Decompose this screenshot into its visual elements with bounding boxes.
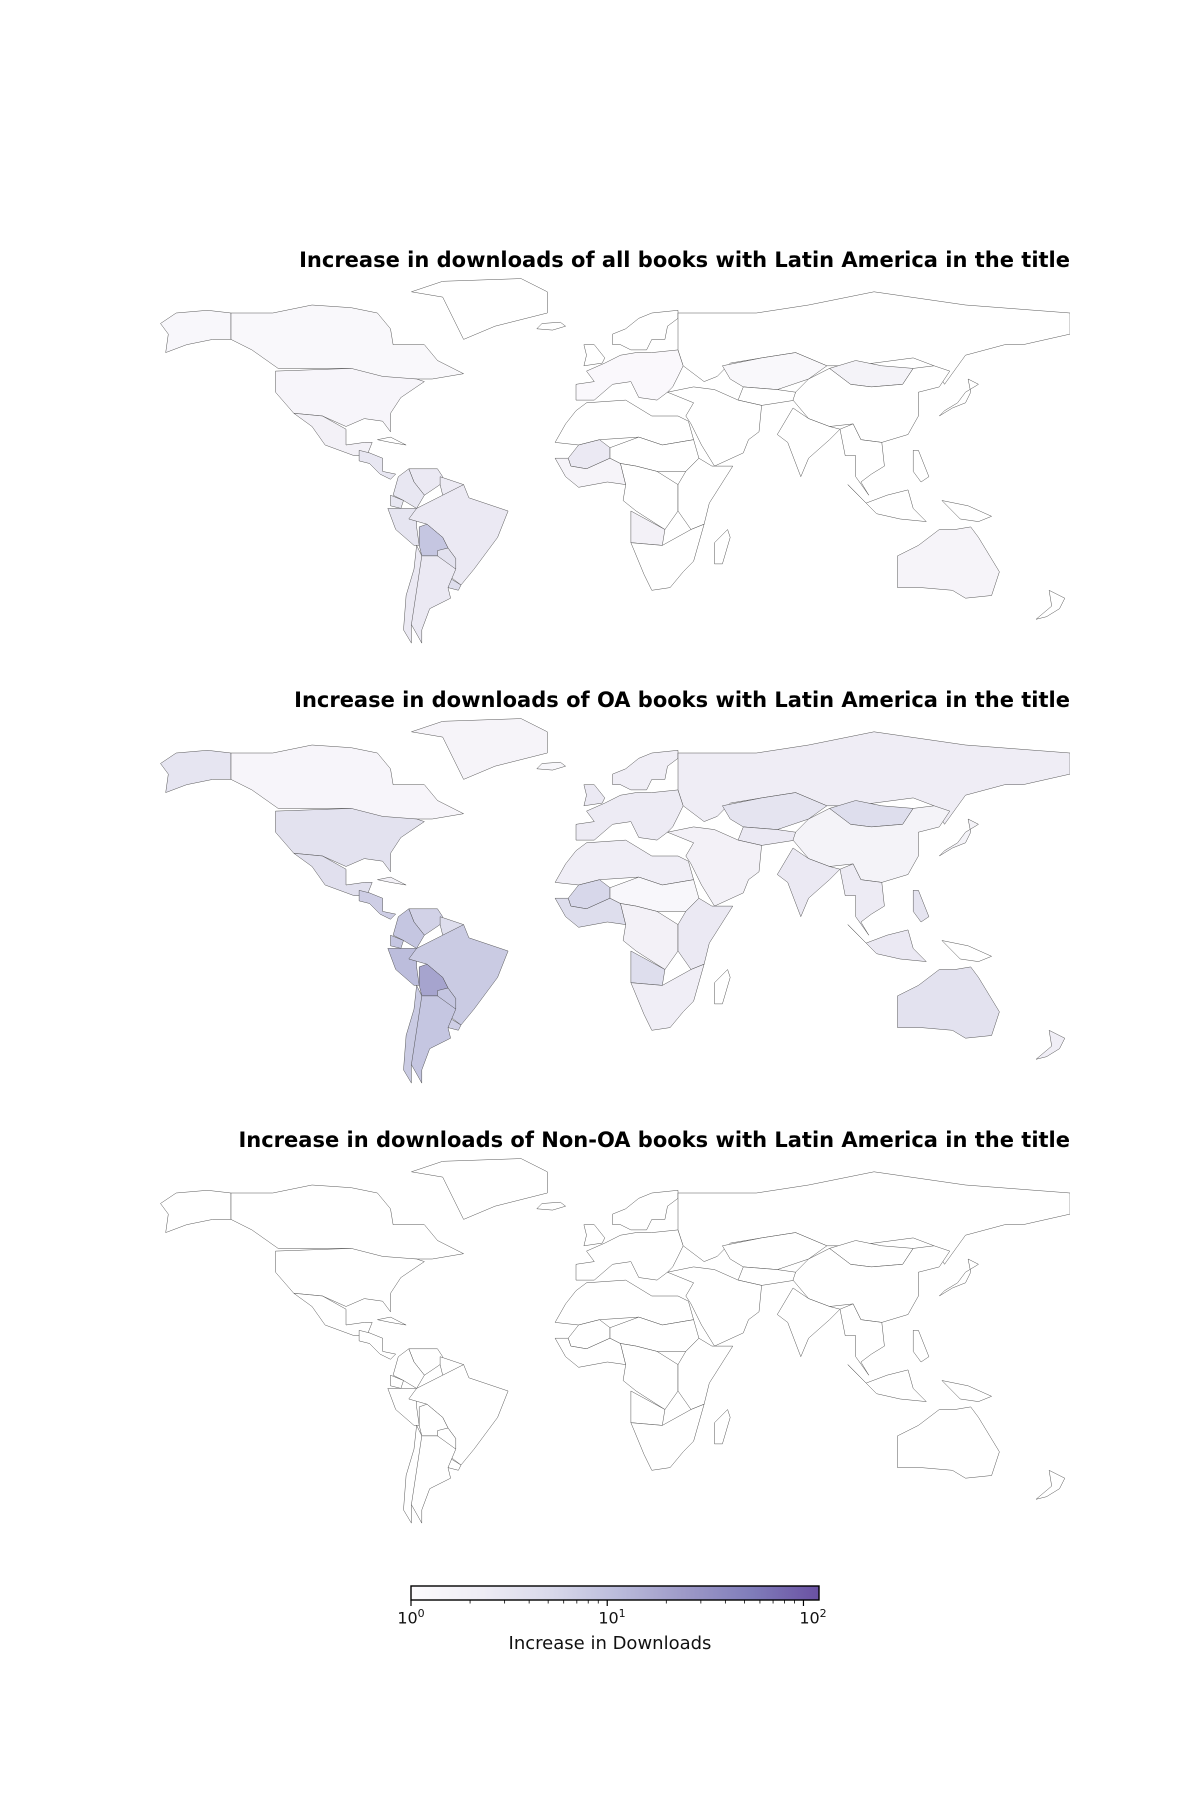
country-middle-east — [667, 1266, 762, 1347]
country-mexico — [293, 1293, 373, 1336]
country-india — [777, 1287, 841, 1357]
country-papua — [941, 940, 992, 962]
country-cuba — [377, 876, 407, 886]
country-usa — [275, 808, 425, 873]
country-new-zealand — [1035, 590, 1066, 620]
country-southern-africa — [630, 523, 705, 591]
country-central-america — [358, 1330, 396, 1360]
country-canada — [230, 1184, 464, 1268]
country-madagascar — [714, 1409, 731, 1445]
country-usa — [275, 1248, 425, 1313]
country-middle-east — [667, 826, 762, 907]
country-new-zealand — [1035, 1470, 1066, 1500]
colorbar-label: Increase in Downloads — [508, 1633, 712, 1654]
country-australia — [897, 966, 1000, 1039]
country-mexico — [293, 413, 373, 456]
country-papua — [941, 1380, 992, 1402]
country-philippines — [912, 1330, 930, 1363]
country-alaska — [160, 310, 232, 353]
country-scandinavia — [612, 310, 679, 351]
country-colombia — [392, 468, 425, 509]
country-usa — [275, 368, 425, 433]
country-philippines — [912, 450, 930, 483]
country-central-africa — [620, 1343, 679, 1410]
country-china — [792, 365, 951, 443]
country-japan — [939, 1258, 979, 1297]
world-map-oa-books — [160, 718, 1070, 1084]
country-australia — [897, 526, 1000, 599]
colorbar-tick-label: 101 — [598, 1607, 626, 1628]
country-alaska — [160, 1190, 232, 1233]
country-cuba — [377, 436, 407, 446]
country-southeast-asia — [839, 423, 885, 496]
country-indonesia — [847, 924, 927, 962]
colorbar: 100 101 102 Increase in Downloads — [390, 1585, 830, 1685]
country-north-africa — [554, 839, 694, 886]
country-scandinavia — [612, 1190, 679, 1231]
country-japan — [939, 378, 979, 417]
country-central-america — [358, 890, 396, 920]
country-southern-africa — [630, 963, 705, 1031]
country-argentina — [411, 995, 457, 1084]
country-scandinavia — [612, 750, 679, 791]
country-madagascar — [714, 969, 731, 1005]
country-madagascar — [714, 529, 731, 565]
country-uk — [583, 344, 606, 367]
world-map-all-books — [160, 278, 1070, 644]
country-colombia — [392, 1348, 425, 1389]
country-japan — [939, 818, 979, 857]
country-north-africa — [554, 1279, 694, 1326]
country-canada — [230, 304, 464, 388]
country-southeast-asia — [839, 863, 885, 936]
country-southeast-asia — [839, 1303, 885, 1376]
map-title-all-books: Increase in downloads of all books with … — [299, 248, 1070, 272]
country-iceland — [536, 761, 566, 771]
country-uk — [583, 1224, 606, 1247]
country-australia — [897, 1406, 1000, 1479]
country-middle-east — [667, 386, 762, 467]
map-title-non-oa-books: Increase in downloads of Non-OA books wi… — [238, 1128, 1070, 1152]
country-iceland — [536, 321, 566, 331]
country-papua — [941, 500, 992, 522]
colorbar-gradient — [410, 1585, 820, 1606]
country-china — [792, 805, 951, 883]
country-argentina — [411, 555, 457, 644]
country-philippines — [912, 890, 930, 923]
country-india — [777, 847, 841, 917]
country-central-africa — [620, 903, 679, 970]
country-new-zealand — [1035, 1030, 1066, 1060]
country-cuba — [377, 1316, 407, 1326]
country-argentina — [411, 1435, 457, 1524]
country-iceland — [536, 1201, 566, 1211]
country-india — [777, 407, 841, 477]
country-uk — [583, 784, 606, 807]
country-greenland — [411, 278, 548, 340]
country-central-africa — [620, 463, 679, 530]
country-indonesia — [847, 484, 927, 522]
country-southern-africa — [630, 1403, 705, 1471]
country-indonesia — [847, 1364, 927, 1402]
map-title-oa-books: Increase in downloads of OA books with L… — [294, 688, 1070, 712]
country-colombia — [392, 908, 425, 949]
world-map-non-oa-books — [160, 1158, 1070, 1524]
country-north-africa — [554, 399, 694, 446]
country-central-america — [358, 450, 396, 480]
country-alaska — [160, 750, 232, 793]
colorbar-tick-label: 102 — [799, 1607, 827, 1628]
country-china — [792, 1245, 951, 1323]
country-canada — [230, 744, 464, 828]
country-mexico — [293, 853, 373, 896]
country-greenland — [411, 718, 548, 780]
colorbar-tick-label: 100 — [397, 1607, 425, 1628]
country-greenland — [411, 1158, 548, 1220]
